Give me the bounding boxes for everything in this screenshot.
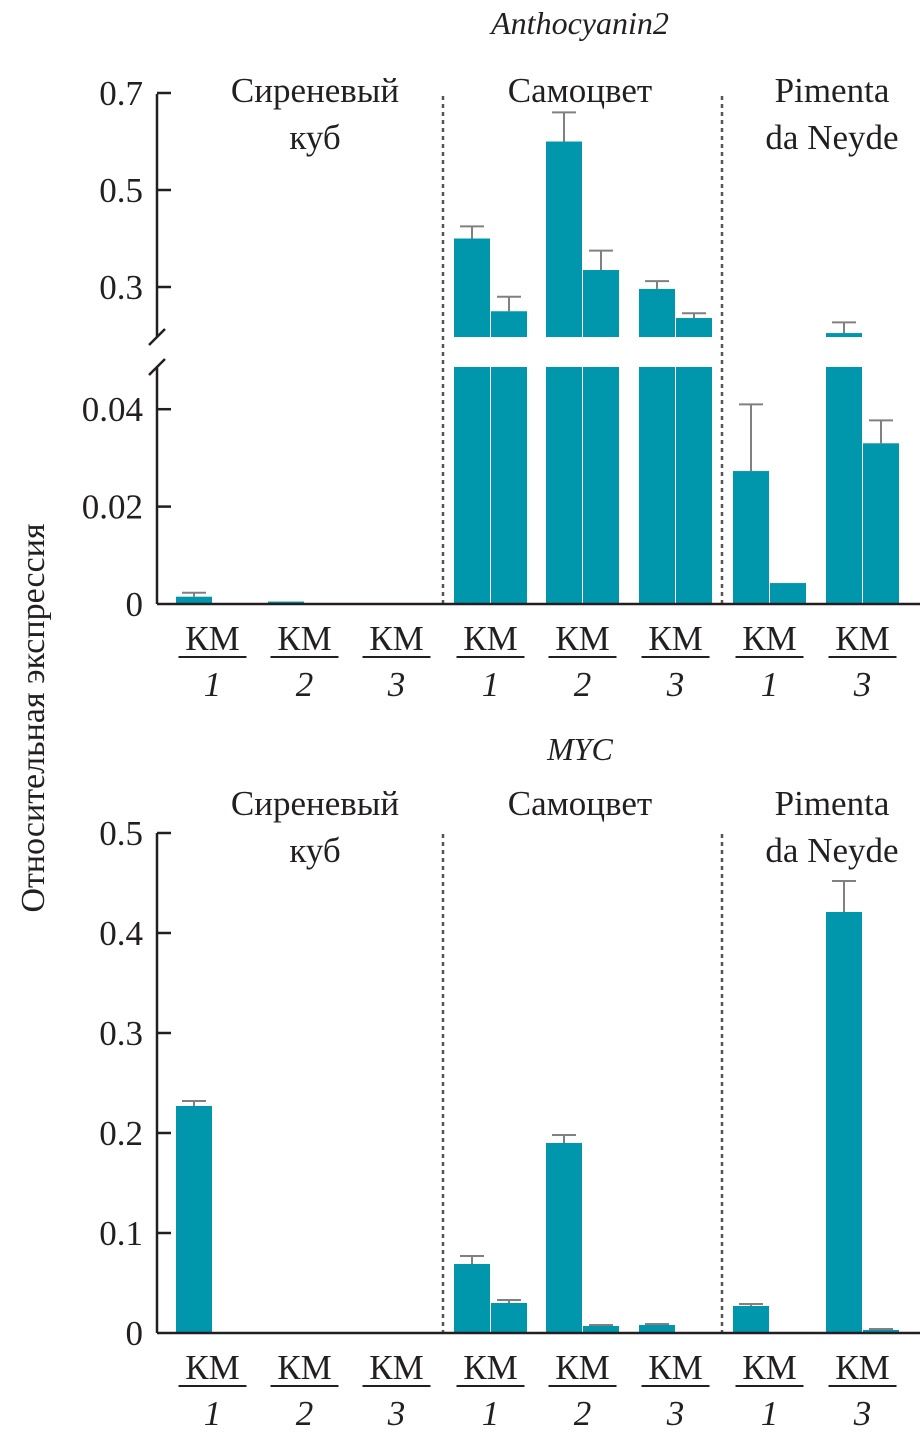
group-label: da Neyde <box>765 118 898 157</box>
group-label: Самоцвет <box>508 71 652 110</box>
bar <box>583 1326 619 1333</box>
bar-upper-segment <box>454 238 490 337</box>
y-tick-label: 0.02 <box>82 488 143 527</box>
x-tick-label: КМ <box>835 619 889 658</box>
chart-title: MYC <box>546 731 613 767</box>
y-tick-label: 0.1 <box>99 1214 143 1253</box>
bar <box>733 471 769 604</box>
chart-title: Anthocyanin2 <box>489 5 669 41</box>
y-tick-label: 0.7 <box>99 74 143 113</box>
x-tick-number: 3 <box>853 1394 872 1433</box>
x-tick-number: 1 <box>761 665 779 704</box>
x-tick-number: 1 <box>482 1394 500 1433</box>
bar-lower-segment <box>639 367 675 604</box>
x-tick-number: 1 <box>761 1394 779 1433</box>
bar-lower-segment <box>826 367 862 604</box>
myc-chart: MYC Сиреневый куб Самоцвет Pimenta da Neyde КМ… <box>99 731 920 1433</box>
bar <box>826 912 862 1333</box>
y-tick-label: 0.2 <box>99 1114 143 1153</box>
x-tick-label: КМ <box>555 1348 609 1387</box>
y-tick-label: 0 <box>126 1314 144 1353</box>
y-tick-label: 0.5 <box>99 171 143 210</box>
bar <box>491 1303 527 1333</box>
bar <box>546 1143 582 1333</box>
bar-lower-segment <box>491 367 527 604</box>
x-tick-number: 3 <box>666 665 685 704</box>
bar-lower-segment <box>676 367 712 604</box>
y-tick-label: 0 <box>126 585 144 624</box>
x-tick-label: КМ <box>648 1348 702 1387</box>
x-tick-label: КМ <box>185 1348 239 1387</box>
bar-lower-segment <box>583 367 619 604</box>
x-tick-label: КМ <box>742 1348 796 1387</box>
bar-upper-segment <box>583 270 619 337</box>
x-tick-number: 2 <box>296 665 314 704</box>
y-tick-label: 0.3 <box>99 268 143 307</box>
x-tick-number: 3 <box>387 1394 406 1433</box>
group-label: Самоцвет <box>508 784 652 823</box>
x-tick-number: 3 <box>387 665 406 704</box>
x-tick-number: 3 <box>853 665 872 704</box>
x-tick-number: 2 <box>296 1394 314 1433</box>
bar <box>863 1330 899 1333</box>
bar-upper-segment <box>546 141 582 337</box>
x-tick-number: 1 <box>204 1394 222 1433</box>
y-tick-label: 0.4 <box>99 914 143 953</box>
axis-break-mark <box>148 358 166 376</box>
group-label: da Neyde <box>765 831 898 870</box>
bar <box>176 1106 212 1333</box>
bar-upper-segment <box>639 288 675 337</box>
bar-upper-segment <box>491 311 527 337</box>
x-tick-number: 1 <box>482 665 500 704</box>
x-tick-number: 2 <box>574 1394 592 1433</box>
x-tick-number: 2 <box>574 665 592 704</box>
x-tick-number: 1 <box>204 665 222 704</box>
group-label: Сиреневый <box>231 71 399 110</box>
axis-break-mark <box>148 328 166 346</box>
group-label: куб <box>289 831 340 870</box>
bar <box>639 1325 675 1333</box>
x-tick-label: КМ <box>835 1348 889 1387</box>
group-label: Pimenta <box>775 71 890 110</box>
x-tick-label: КМ <box>369 619 423 658</box>
y-tick-label: 0.5 <box>99 814 143 853</box>
y-tick-label: 0.3 <box>99 1014 143 1053</box>
x-tick-label: КМ <box>555 619 609 658</box>
bar-upper-segment <box>676 318 712 337</box>
group-label: Pimenta <box>775 784 890 823</box>
x-tick-label: КМ <box>463 619 517 658</box>
bar <box>733 1306 769 1333</box>
x-tick-label: КМ <box>277 1348 331 1387</box>
x-tick-label: КМ <box>742 619 796 658</box>
bar-lower-segment <box>454 367 490 604</box>
x-tick-label: КМ <box>185 619 239 658</box>
bar <box>863 443 899 604</box>
group-label: куб <box>289 118 340 157</box>
anthocyanin2-chart: Anthocyanin2 Сиреневый куб Самоцвет Pimenta d… <box>82 5 920 704</box>
x-tick-label: КМ <box>463 1348 517 1387</box>
y-tick-label: 0.04 <box>82 390 143 429</box>
x-tick-label: КМ <box>648 619 702 658</box>
x-tick-label: КМ <box>369 1348 423 1387</box>
y-axis-label: Относительная экспрессия <box>15 523 52 912</box>
bar <box>176 596 212 604</box>
x-tick-number: 3 <box>666 1394 685 1433</box>
bar <box>454 1264 490 1333</box>
bar <box>770 583 806 604</box>
bar-lower-segment <box>546 367 582 604</box>
bar-upper-segment <box>826 333 862 337</box>
x-tick-label: КМ <box>277 619 331 658</box>
group-label: Сиреневый <box>231 784 399 823</box>
